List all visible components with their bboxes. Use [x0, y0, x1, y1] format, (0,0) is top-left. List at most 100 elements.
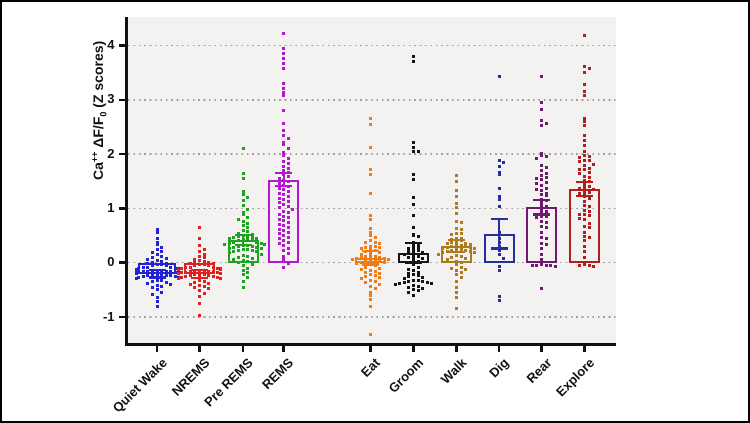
data-point — [286, 180, 290, 184]
data-point — [160, 249, 164, 253]
y-tick-label-3: 3 — [107, 91, 115, 107]
data-point — [160, 260, 164, 264]
error-bar-cap-top — [275, 171, 293, 175]
data-point — [583, 213, 586, 217]
error-bar-cap-bottom — [533, 213, 550, 216]
x-tick-3 — [282, 345, 285, 352]
data-point — [177, 267, 180, 271]
data-point — [459, 270, 463, 274]
data-point — [241, 268, 245, 272]
data-point — [412, 60, 415, 64]
data-point — [364, 254, 368, 258]
x-tick-6 — [455, 345, 458, 352]
x-tick-label-quiet-wake: Quiet Wake — [109, 354, 170, 415]
data-point — [246, 266, 250, 270]
data-point — [450, 255, 454, 259]
error-bar-cap-bottom — [405, 261, 422, 264]
data-point — [211, 275, 215, 279]
data-point — [587, 213, 591, 217]
data-point — [373, 274, 377, 278]
data-point — [282, 164, 286, 168]
x-axis-line — [124, 342, 616, 346]
data-point — [146, 274, 150, 278]
data-point — [155, 263, 159, 267]
data-point — [236, 231, 240, 235]
data-point — [540, 257, 543, 261]
data-point — [282, 57, 286, 61]
error-bar-cap-top — [490, 218, 508, 221]
data-point — [455, 212, 458, 216]
data-point — [282, 82, 286, 85]
data-point — [277, 191, 281, 195]
data-point — [188, 282, 192, 286]
x-tick-label-rems: REMS — [259, 354, 297, 392]
data-point — [202, 263, 206, 267]
data-point — [459, 265, 463, 269]
y-tick-label-4: 4 — [107, 37, 115, 52]
data-point — [583, 234, 586, 238]
data-point — [583, 209, 586, 213]
data-point — [155, 278, 159, 282]
data-point — [198, 243, 201, 247]
data-point — [497, 269, 501, 273]
data-point — [364, 265, 368, 269]
data-point — [583, 250, 586, 254]
data-point — [155, 236, 159, 240]
data-point — [198, 263, 201, 267]
data-point — [202, 285, 206, 289]
data-point — [455, 202, 458, 205]
data-point — [583, 244, 586, 248]
data-point — [198, 278, 201, 282]
data-point — [241, 204, 245, 208]
data-point — [540, 230, 543, 234]
data-point — [146, 257, 150, 261]
data-point — [179, 266, 183, 270]
data-point — [286, 194, 290, 198]
data-point — [455, 307, 458, 311]
data-point — [540, 219, 543, 223]
data-point — [378, 255, 382, 259]
data-point — [259, 241, 263, 245]
data-point — [155, 248, 159, 252]
data-point — [445, 250, 449, 254]
data-point — [286, 240, 290, 244]
data-point — [587, 196, 591, 200]
data-point — [544, 166, 548, 170]
y-tick-2 — [118, 152, 125, 156]
data-point — [216, 270, 220, 274]
data-point — [578, 192, 582, 196]
data-point — [241, 213, 245, 217]
data-point — [259, 252, 263, 256]
data-point — [282, 154, 286, 158]
data-point — [578, 212, 582, 216]
data-point — [277, 227, 281, 231]
data-point — [277, 196, 281, 200]
data-point — [369, 304, 372, 308]
data-point — [282, 52, 286, 56]
data-point — [583, 218, 586, 222]
error-bar-cap-top — [234, 233, 252, 237]
data-point — [473, 247, 477, 251]
data-point — [155, 227, 159, 231]
error-bar-cap-top — [191, 269, 208, 272]
data-point — [459, 276, 463, 280]
data-point — [202, 279, 206, 283]
data-point — [583, 93, 586, 97]
data-point — [407, 291, 411, 295]
data-point — [286, 262, 290, 266]
mean-bar-rear — [526, 207, 557, 263]
data-point — [369, 173, 372, 177]
data-point — [416, 265, 420, 269]
x-tick-label-walk: Walk — [437, 354, 470, 387]
data-point — [141, 269, 145, 273]
x-tick-label-nrems: NREMS — [168, 354, 213, 399]
data-point — [164, 264, 168, 268]
data-point — [412, 149, 415, 153]
data-point — [473, 251, 477, 255]
data-point — [134, 272, 138, 276]
data-point — [193, 257, 197, 261]
data-point — [369, 293, 372, 297]
data-point — [455, 188, 458, 192]
data-point — [250, 236, 254, 240]
data-point — [202, 252, 206, 256]
